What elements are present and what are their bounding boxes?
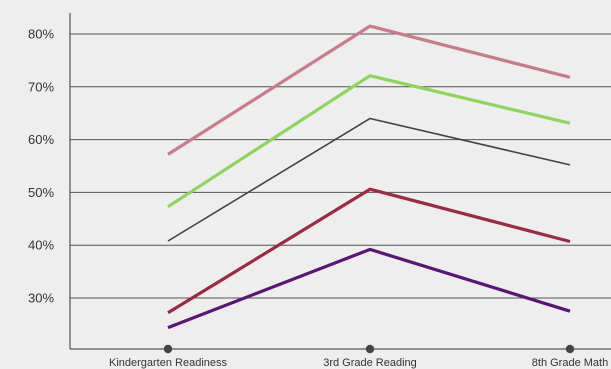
x-category-marker-1 (163, 344, 173, 354)
gridlines (70, 33, 611, 299)
series-line-1 (167, 24, 571, 156)
y-tick-label-40: 40% (28, 238, 54, 253)
y-tick-label-80: 80% (28, 27, 54, 42)
x-axis-tick-labels: Kindergarten Readiness 3rd Grade Reading 8… (109, 344, 608, 369)
series-lines (167, 24, 571, 330)
series-line-3 (167, 117, 571, 242)
y-tick-label-30: 30% (28, 291, 54, 306)
x-category-marker-2 (365, 344, 375, 354)
x-tick-label-1: Kindergarten Readiness (109, 357, 228, 369)
axes (69, 13, 611, 350)
y-tick-label-70: 70% (28, 79, 54, 94)
x-tick-label-2: 3rd Grade Reading (323, 357, 417, 369)
series-line-5 (167, 247, 571, 330)
x-category-marker-3 (565, 344, 575, 354)
y-tick-label-60: 60% (28, 132, 54, 147)
series-line-2 (167, 73, 571, 209)
series-line-4 (167, 187, 571, 315)
y-tick-label-50: 50% (28, 185, 54, 200)
x-tick-label-3: 8th Grade Math (532, 357, 608, 369)
y-axis-tick-labels: 30% 40% 50% 60% 70% 80% (28, 27, 54, 306)
